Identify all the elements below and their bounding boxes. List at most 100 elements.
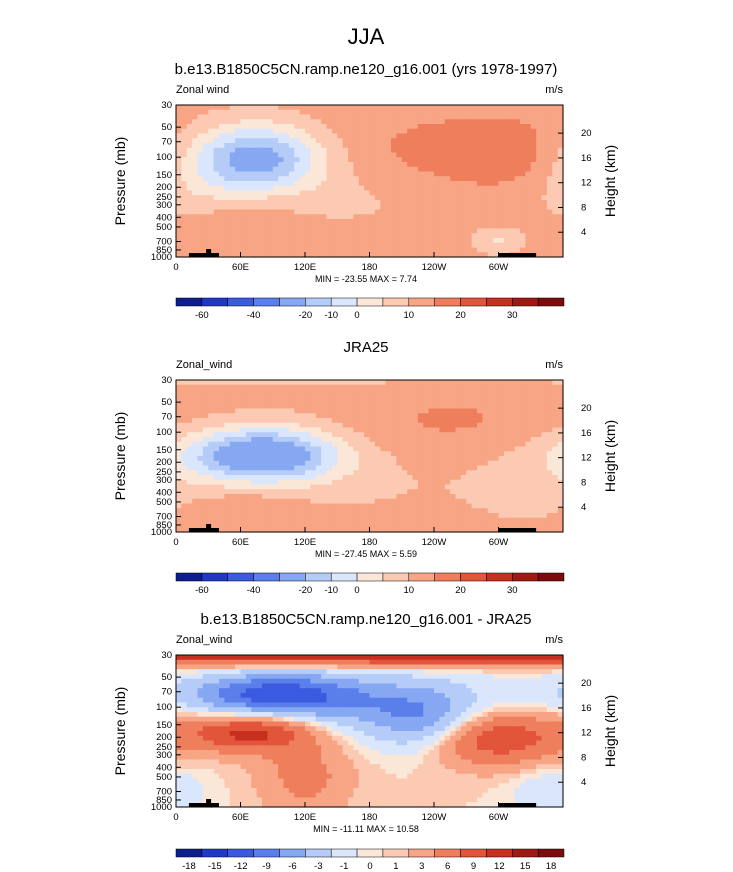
contour-cell: [315, 470, 322, 476]
contour-cell: [353, 143, 360, 149]
contour-cell: [493, 399, 500, 405]
contour-cell: [262, 394, 268, 400]
contour-cell: [288, 380, 295, 386]
contour-cell: [487, 413, 494, 419]
contour-cell: [374, 147, 381, 154]
contour-cell: [374, 128, 381, 135]
contour-cell: [235, 109, 242, 116]
contour-cell: [353, 659, 360, 666]
height-tick-label: 20: [581, 403, 592, 414]
contour-cell: [202, 176, 209, 182]
contour-cell: [272, 484, 279, 490]
contour-cell: [229, 171, 236, 177]
contour-cell: [288, 162, 295, 168]
contour-cell: [181, 484, 188, 490]
contour-cell: [342, 138, 349, 144]
contour-cell: [525, 484, 532, 490]
contour-cell: [514, 157, 521, 163]
contour-cell: [455, 238, 462, 244]
contour-cell: [444, 147, 451, 154]
contour-cell: [471, 494, 478, 500]
contour-cell: [493, 204, 500, 211]
x-tick-label: 60E: [232, 262, 249, 273]
contour-cell: [546, 479, 553, 486]
contour-cell: [176, 437, 182, 443]
contour-cell: [186, 171, 193, 177]
contour-cell: [213, 446, 220, 452]
contour-cell: [396, 181, 403, 187]
contour-cell: [326, 475, 333, 481]
contour-cell: [342, 195, 349, 201]
contour-cell: [299, 659, 306, 666]
contour-cell: [412, 147, 419, 154]
contour-cell: [251, 223, 258, 230]
contour-cell: [197, 460, 204, 467]
contour-cell: [310, 403, 317, 410]
contour-cell: [471, 384, 478, 391]
contour-cell: [353, 109, 360, 116]
contour-cell: [423, 437, 430, 443]
contour-cell: [466, 470, 473, 476]
contour-cell: [208, 498, 215, 505]
contour-cell: [245, 403, 252, 410]
contour-cell: [423, 503, 430, 509]
colorbar-box: [408, 297, 435, 307]
contour-cell: [546, 460, 553, 467]
contour-cell: [202, 479, 209, 486]
contour-cell: [385, 522, 392, 528]
contour-cell: [503, 664, 510, 670]
contour-cell: [326, 162, 333, 168]
contour-cell: [417, 114, 424, 120]
contour-cell: [219, 498, 225, 505]
contour-cell: [530, 494, 537, 500]
contour-cell: [460, 252, 467, 258]
contour-cell: [235, 380, 242, 386]
contour-cell: [283, 228, 290, 234]
contour-cell: [283, 214, 290, 220]
contour-cell: [299, 527, 306, 533]
contour-cell: [541, 446, 548, 452]
contour-cell: [235, 219, 242, 225]
contour-cell: [407, 513, 414, 519]
contour-cell: [552, 437, 559, 443]
contour-cell: [358, 655, 365, 661]
contour-cell: [396, 503, 403, 509]
contour-cell: [396, 513, 403, 519]
contour-cell: [369, 223, 376, 230]
contour-cell: [337, 228, 344, 234]
contour-cell: [272, 242, 279, 249]
contour-cell: [557, 252, 564, 258]
contour-cell: [514, 522, 521, 528]
contour-cell: [348, 517, 354, 524]
contour-cell: [181, 475, 188, 481]
contour-cell: [331, 441, 338, 448]
contour-cell: [369, 238, 376, 244]
contour-cell: [197, 437, 204, 443]
contour-cell: [525, 432, 532, 438]
contour-cell: [477, 166, 483, 173]
contour-cell: [460, 384, 467, 391]
contour-cell: [305, 659, 311, 666]
contour-cell: [477, 223, 483, 230]
contour-cell: [487, 470, 494, 476]
contour-cell: [262, 105, 268, 111]
contour-cell: [546, 517, 553, 524]
contour-cell: [197, 513, 204, 519]
contour-cell: [482, 166, 489, 173]
contour-cell: [245, 484, 252, 490]
contour-cell: [487, 475, 494, 481]
contour-cell: [520, 200, 526, 206]
contour-cell: [283, 664, 290, 670]
contour-cell: [396, 219, 403, 225]
contour-cell: [229, 403, 236, 410]
contour-cell: [262, 527, 268, 533]
contour-cell: [417, 503, 424, 509]
contour-cell: [272, 394, 279, 400]
contour-cell: [262, 228, 268, 234]
contour-cell: [417, 465, 424, 471]
contour-cell: [396, 133, 403, 139]
contour-cell: [487, 147, 494, 154]
contour-cell: [466, 176, 473, 182]
contour-cell: [358, 157, 365, 163]
contour-cell: [331, 494, 338, 500]
